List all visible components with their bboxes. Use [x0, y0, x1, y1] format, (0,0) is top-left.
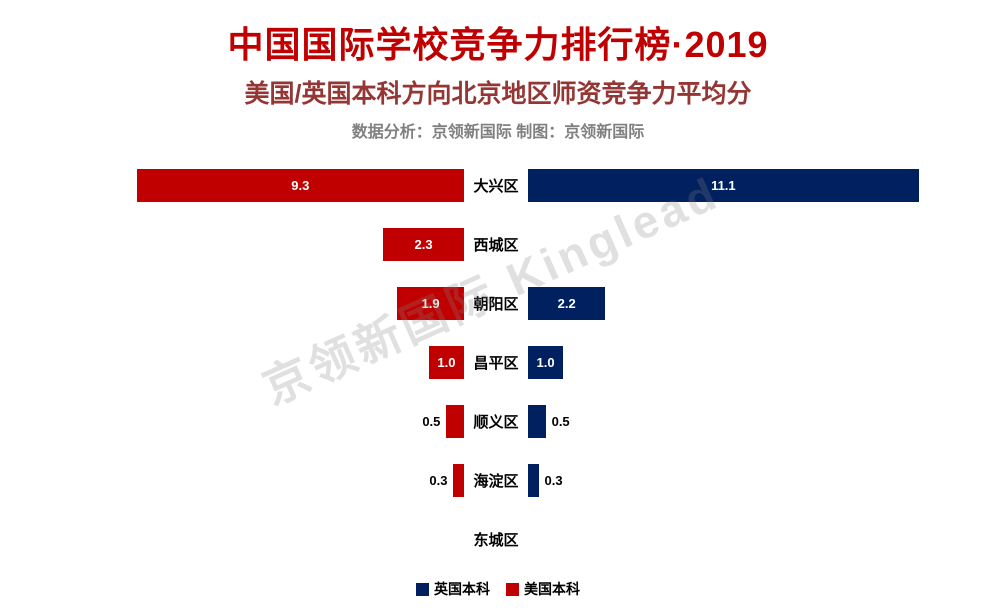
category-label: 西城区: [473, 237, 519, 254]
bar-value-label: 9.3: [291, 178, 310, 193]
chart-row: 东城区: [0, 510, 996, 569]
bar-value-label: 0.5: [551, 414, 570, 429]
uk-series-cell: 0.3: [528, 451, 996, 510]
us-series-cell: 1.0: [0, 333, 464, 392]
category-label: 朝阳区: [473, 296, 519, 313]
legend-label: 美国本科: [524, 581, 580, 597]
bar-us: [446, 405, 464, 438]
legend: 英国本科 美国本科: [0, 579, 996, 599]
bar-value-label: 0.3: [544, 473, 563, 488]
chart-row: 0.3 海淀区 0.3: [0, 451, 996, 510]
us-series-cell: 1.9: [0, 274, 464, 333]
chart-row: 0.5 顺义区 0.5: [0, 392, 996, 451]
diverging-bar-chart: 9.3 大兴区 11.1 2.3 西城区 1.9 朝阳区 2.2 1.0 昌平区 1.0 0.5 顺义区…: [0, 156, 996, 569]
chart-row: 9.3 大兴区 11.1: [0, 156, 996, 215]
category-label: 东城区: [473, 532, 519, 549]
bar-uk: [528, 464, 539, 497]
category-label: 海淀区: [473, 473, 519, 490]
legend-swatch-icon: [506, 582, 519, 596]
us-series-cell: 2.3: [0, 215, 464, 274]
us-series-cell: 0.5: [0, 392, 464, 451]
bar-us: 9.3: [136, 169, 464, 202]
legend-item: 美国本科: [506, 579, 580, 599]
category-label: 昌平区: [473, 355, 519, 372]
bar-us: [453, 464, 464, 497]
category-label: 顺义区: [473, 414, 519, 431]
bar-uk: 2.2: [528, 287, 606, 320]
us-series-cell: 0.3: [0, 451, 464, 510]
chart-row: 1.9 朝阳区 2.2: [0, 274, 996, 333]
bar-value-label: 2.3: [414, 237, 433, 252]
bar-uk: 1.0: [528, 346, 564, 379]
uk-series-cell: 2.2: [528, 274, 996, 333]
bar-uk: 11.1: [528, 169, 919, 202]
bar-value-label: 1.0: [536, 355, 555, 370]
legend-item: 英国本科: [416, 579, 490, 599]
legend-swatch-icon: [416, 582, 429, 596]
chart-credits: 数据分析：京领新国际 制图：京领新国际: [351, 124, 645, 141]
bar-value-label: 11.1: [711, 178, 736, 193]
bar-us: 1.0: [428, 346, 464, 379]
chart-row: 1.0 昌平区 1.0: [0, 333, 996, 392]
uk-series-cell: 1.0: [528, 333, 996, 392]
us-series-cell: 9.3: [0, 156, 464, 215]
us-series-cell: [0, 510, 464, 569]
legend-label: 英国本科: [434, 581, 490, 597]
bar-value-label: 0.3: [429, 473, 448, 488]
category-label: 大兴区: [473, 178, 519, 195]
bar-value-label: 2.2: [557, 296, 576, 311]
uk-series-cell: 0.5: [528, 392, 996, 451]
bar-uk: [528, 405, 546, 438]
bar-value-label: 0.5: [422, 414, 441, 429]
uk-series-cell: [528, 510, 996, 569]
chart-row: 2.3 西城区: [0, 215, 996, 274]
chart-subtitle: 美国/英国本科方向北京地区师资竞争力平均分: [244, 80, 752, 108]
uk-series-cell: 11.1: [528, 156, 996, 215]
bar-value-label: 1.0: [437, 355, 456, 370]
bar-value-label: 1.9: [421, 296, 440, 311]
bar-us: 2.3: [383, 228, 464, 261]
uk-series-cell: [528, 215, 996, 274]
bar-us: 1.9: [397, 287, 464, 320]
chart-title: 中国国际学校竞争力排行榜·2019: [227, 24, 769, 65]
